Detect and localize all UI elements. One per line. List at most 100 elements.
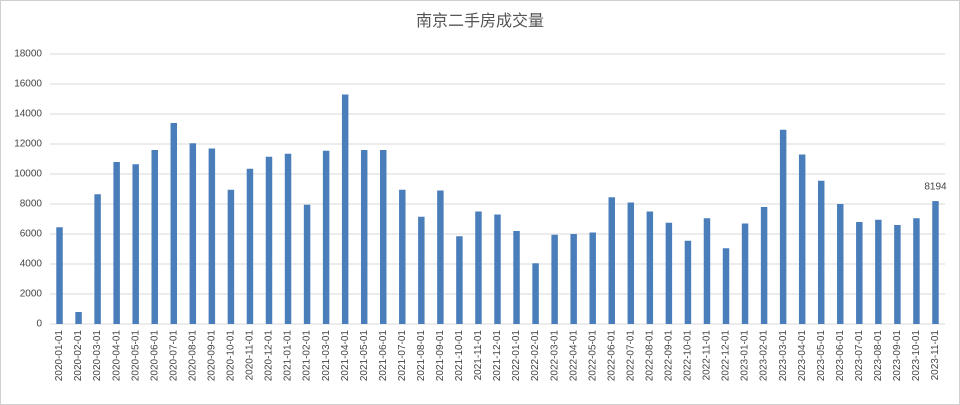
bar: [151, 150, 158, 324]
x-tick-label: 2021-09-01: [435, 330, 446, 382]
bar: [246, 168, 254, 324]
x-tick-label: 2022-12-01: [721, 330, 732, 382]
y-tick-label: 8000: [20, 199, 43, 210]
bar: [418, 216, 425, 324]
y-tick-label: 0: [36, 319, 42, 330]
x-tick-label: 2022-07-01: [625, 330, 636, 382]
bar: [265, 156, 273, 324]
bar: [113, 162, 120, 324]
bar: [627, 202, 635, 324]
x-tick-label: 2020-11-01: [245, 330, 256, 381]
x-tick-label: 2022-04-01: [568, 330, 579, 382]
x-tick-label: 2021-11-01: [473, 330, 484, 381]
bar: [475, 211, 482, 324]
bar: [303, 204, 311, 324]
x-tick-label: 2022-08-01: [644, 330, 655, 382]
bar: [341, 94, 349, 324]
x-tick-label: 2023-01-01: [740, 330, 751, 382]
x-tick-label: 2022-09-01: [664, 330, 675, 382]
bar: [208, 148, 216, 324]
bar: [437, 190, 444, 324]
bar: [856, 222, 863, 324]
y-tick-label: 14000: [14, 109, 42, 120]
x-tick-label: 2022-05-01: [587, 330, 598, 382]
bar: [284, 153, 292, 324]
y-tick-label: 16000: [14, 79, 42, 90]
bar: [56, 227, 63, 324]
x-tick-label: 2023-09-01: [892, 330, 903, 382]
y-tick-label: 12000: [14, 139, 42, 150]
x-tick-label: 2021-05-01: [359, 330, 370, 382]
bar: [589, 232, 596, 324]
bar: [817, 180, 825, 324]
x-tick-label: 2023-08-01: [873, 330, 884, 382]
x-tick-label: 2022-03-01: [549, 330, 560, 382]
bar: [722, 248, 730, 324]
x-tick-label: 2022-06-01: [606, 330, 617, 382]
bar: [170, 123, 178, 324]
bar: [227, 189, 235, 324]
bar: [570, 234, 577, 324]
x-tick-label: 2022-10-01: [683, 330, 694, 382]
bar: [875, 219, 882, 324]
bar: [608, 197, 615, 324]
x-tick-label: 2023-10-01: [911, 330, 922, 382]
x-tick-label: 2020-03-01: [92, 330, 103, 382]
x-tick-label: 2020-09-01: [207, 330, 218, 382]
bar: [189, 143, 197, 324]
x-tick-label: 2020-05-01: [130, 330, 141, 382]
y-tick-label: 6000: [20, 229, 43, 240]
x-tick-label: 2023-02-01: [759, 330, 770, 382]
x-tick-label: 2021-06-01: [378, 330, 389, 382]
y-tick-label: 2000: [20, 289, 43, 300]
bar: [684, 240, 692, 324]
bar: [399, 189, 406, 324]
y-tick-label: 4000: [20, 259, 43, 270]
bar: [894, 225, 901, 324]
bar: [741, 223, 749, 324]
x-tick-label: 2023-07-01: [854, 330, 865, 382]
x-tick-label: 2021-01-01: [283, 330, 294, 382]
y-tick-label: 18000: [14, 49, 42, 60]
x-tick-label: 2021-08-01: [416, 330, 427, 382]
bar: [132, 164, 139, 324]
chart-title: 南京二手房成交量: [416, 12, 544, 30]
bar: [513, 231, 520, 324]
x-tick-label: 2021-10-01: [454, 330, 465, 382]
bar: [798, 154, 806, 324]
x-tick-label: 2022-11-01: [702, 330, 713, 381]
bar: [760, 207, 768, 324]
x-tick-label: 2020-01-01: [54, 330, 65, 382]
x-tick-label: 2021-04-01: [340, 330, 351, 382]
bar: [779, 129, 787, 324]
y-tick-label: 10000: [14, 169, 42, 180]
bar: [94, 194, 101, 324]
x-tick-label: 2023-04-01: [797, 330, 808, 382]
bar: [646, 211, 654, 324]
bar: [494, 214, 501, 324]
x-tick-label: 2022-02-01: [530, 330, 541, 382]
bar: [932, 201, 939, 324]
bar: [551, 234, 558, 324]
value-label: 8194: [924, 182, 947, 193]
x-tick-label: 2021-12-01: [492, 330, 503, 382]
bar: [360, 150, 368, 324]
bar: [322, 150, 330, 324]
x-tick-label: 2022-01-01: [511, 330, 522, 382]
x-tick-label: 2021-02-01: [302, 330, 313, 382]
x-tick-label: 2020-08-01: [187, 330, 198, 382]
x-tick-label: 2021-03-01: [321, 330, 332, 382]
bar: [532, 263, 539, 324]
x-tick-label: 2023-03-01: [778, 330, 789, 382]
x-tick-label: 2020-10-01: [226, 330, 237, 382]
x-tick-label: 2020-06-01: [149, 330, 160, 382]
bar: [380, 150, 387, 324]
bar: [913, 218, 920, 324]
x-tick-label: 2023-11-01: [930, 330, 941, 381]
bar: [665, 222, 673, 324]
x-tick-label: 2020-07-01: [168, 330, 179, 382]
x-tick-label: 2020-04-01: [111, 330, 122, 382]
x-tick-label: 2020-02-01: [73, 330, 84, 382]
bar: [837, 204, 844, 324]
x-tick-label: 2023-06-01: [835, 330, 846, 382]
